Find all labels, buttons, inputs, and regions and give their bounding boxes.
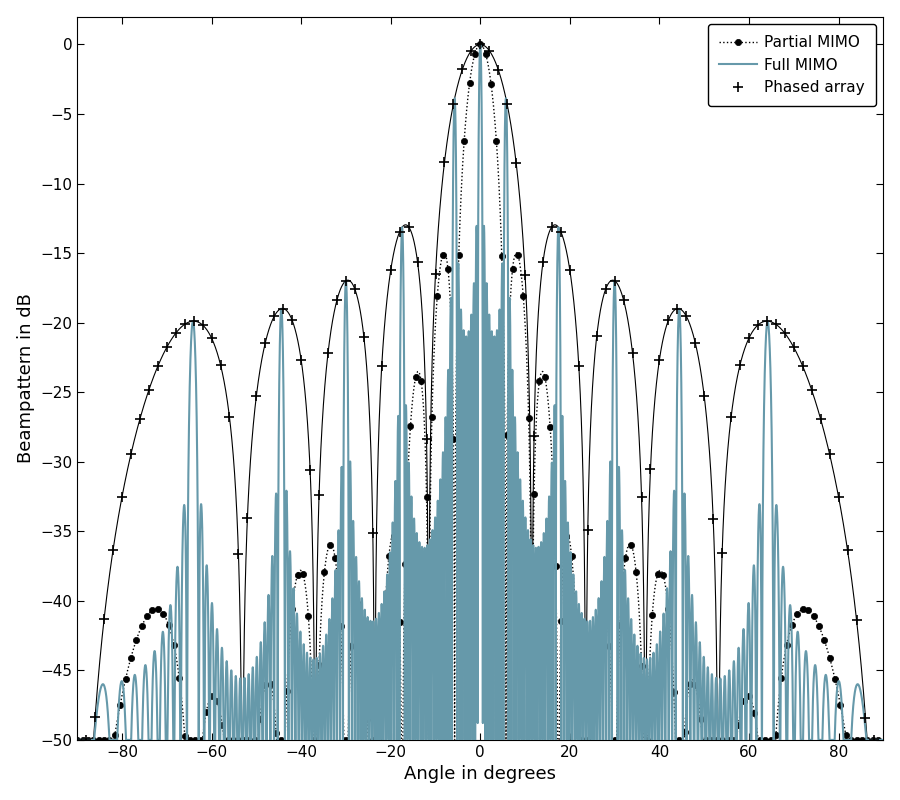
Line: Partial MIMO: Partial MIMO xyxy=(74,42,886,743)
Phased array xyxy=(598,290,609,299)
Partial MIMO xyxy=(802,606,813,615)
Full MIMO xyxy=(110,735,121,745)
Line: Full MIMO: Full MIMO xyxy=(77,45,883,740)
Partial MIMO xyxy=(598,598,609,608)
Full MIMO xyxy=(878,735,888,745)
Full MIMO xyxy=(598,566,609,576)
Partial MIMO xyxy=(110,730,121,739)
Full MIMO xyxy=(802,670,813,679)
Phased array xyxy=(138,403,148,413)
X-axis label: Angle in degrees: Angle in degrees xyxy=(404,766,556,783)
Legend: Partial MIMO, Full MIMO, Phased array: Partial MIMO, Full MIMO, Phased array xyxy=(707,24,876,106)
Full MIMO xyxy=(158,629,168,638)
Line: Phased array: Phased array xyxy=(72,40,888,745)
Phased array xyxy=(475,40,486,50)
Phased array xyxy=(158,350,168,359)
Partial MIMO xyxy=(72,735,83,745)
Y-axis label: Beampattern in dB: Beampattern in dB xyxy=(17,294,35,463)
Phased array xyxy=(802,374,813,383)
Partial MIMO xyxy=(475,40,486,50)
Partial MIMO xyxy=(878,735,888,745)
Full MIMO xyxy=(614,477,625,486)
Partial MIMO xyxy=(138,618,148,628)
Full MIMO xyxy=(138,690,148,700)
Phased array xyxy=(72,735,83,745)
Full MIMO xyxy=(475,40,486,50)
Phased array xyxy=(110,534,121,543)
Partial MIMO xyxy=(158,609,168,618)
Phased array xyxy=(878,735,888,745)
Full MIMO xyxy=(72,735,83,745)
Phased array xyxy=(614,282,625,292)
Partial MIMO xyxy=(614,636,625,646)
